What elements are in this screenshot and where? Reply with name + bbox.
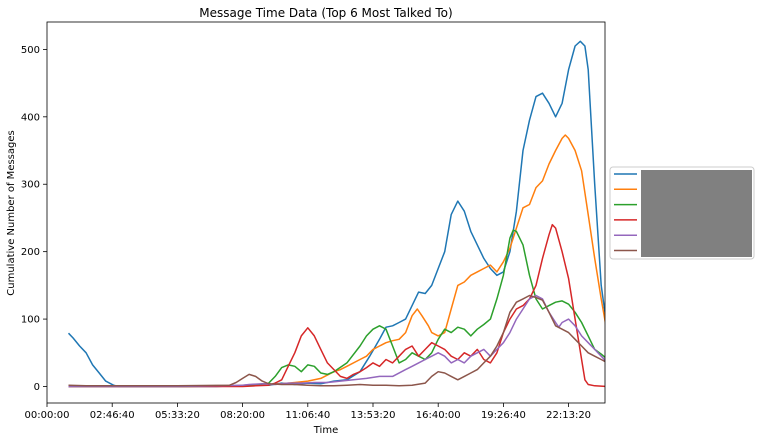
y-axis-label: Cumulative Number of Messages — [6, 130, 17, 295]
x-axis-label: Time — [313, 425, 338, 436]
y-tick-label: 200 — [21, 247, 40, 258]
axes-frame — [46, 21, 606, 404]
series-6-line — [68, 294, 605, 387]
series-5-line — [68, 294, 605, 388]
series-2-line — [68, 134, 605, 388]
y-tick-label: 300 — [21, 180, 40, 191]
y-tick-label: 400 — [21, 112, 40, 123]
x-tick-label: 16:40:00 — [416, 410, 461, 421]
y-tick-label: 0 — [34, 382, 40, 393]
legend-redaction — [641, 170, 752, 257]
x-tick-label: 05:33:20 — [155, 410, 200, 421]
series-4-line — [68, 223, 605, 388]
x-tick-label: 00:00:00 — [25, 410, 70, 421]
series-3-line — [68, 229, 605, 388]
legend — [609, 166, 755, 260]
series-1-line — [67, 40, 605, 388]
chart-title: Message Time Data (Top 6 Most Talked To) — [199, 6, 452, 20]
x-axis: 00:00:00 02:46:40 05:33:20 08:20:00 11:06:40… — [25, 403, 591, 421]
x-tick-label: 02:46:40 — [90, 410, 135, 421]
x-tick-label: 13:53:20 — [351, 410, 396, 421]
y-tick-label: 100 — [21, 315, 40, 326]
y-axis: 0 100 200 300 400 500 — [21, 45, 47, 393]
x-tick-label: 22:13:20 — [546, 410, 591, 421]
x-tick-label: 11:06:40 — [285, 410, 330, 421]
x-tick-label: 19:26:40 — [481, 410, 526, 421]
plot-area — [67, 40, 605, 388]
x-tick-label: 08:20:00 — [220, 410, 265, 421]
y-tick-label: 500 — [21, 45, 40, 56]
